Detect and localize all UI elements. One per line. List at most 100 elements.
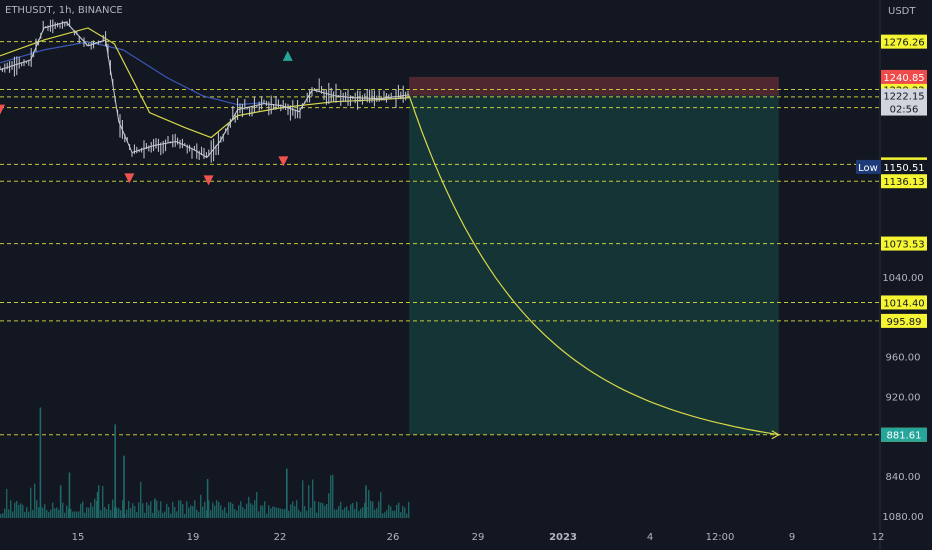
sell-signal-marker: [203, 175, 214, 186]
volume-bar: [186, 501, 188, 518]
volume-bar: [138, 502, 140, 518]
volume-bar: [140, 481, 142, 518]
volume-bar: [290, 504, 292, 518]
level-tag: [881, 295, 927, 310]
volume-bar: [126, 509, 128, 518]
volume-bar: [340, 501, 342, 518]
volume-bar: [206, 510, 208, 518]
volume-bar: [216, 500, 218, 518]
volume-bar: [108, 503, 110, 518]
volume-bar: [156, 500, 158, 518]
volume-bar: [294, 506, 296, 518]
buy-signal-marker: [282, 50, 293, 61]
volume-bar: [128, 500, 130, 518]
low-label: Low: [858, 163, 878, 174]
volume-bar: [334, 509, 336, 518]
volume-bar: [28, 511, 30, 518]
volume-bar: [62, 502, 64, 518]
y-axis-tick-label: 960.00: [886, 353, 921, 364]
volume-bar: [226, 512, 228, 518]
volume-bar: [408, 501, 410, 518]
volume-bar: [342, 509, 344, 518]
volume-bar: [188, 507, 190, 518]
volume-bar: [328, 493, 330, 518]
symbol-label: ETHUSDT, 1h, BINANCE: [5, 5, 123, 16]
x-axis-tick-label: 29: [472, 532, 485, 543]
price-line: [0, 21, 410, 159]
volume-bar: [182, 504, 184, 518]
volume-bar: [218, 501, 220, 518]
volume-bar: [152, 512, 154, 518]
volume-bar: [170, 513, 172, 518]
volume-spike: [123, 455, 125, 518]
volume-bar: [196, 509, 198, 518]
volume-bar: [258, 511, 260, 518]
volume-bar: [288, 510, 290, 518]
volume-spike: [206, 479, 209, 518]
volume-bar: [364, 502, 366, 518]
volume-bar: [270, 508, 272, 518]
volume-bar: [214, 505, 216, 518]
volume-bar: [330, 475, 332, 518]
volume-bar: [16, 501, 18, 518]
volume-bar: [178, 500, 180, 518]
level-tag-label: 1014.40: [883, 298, 924, 309]
level-tag: [881, 34, 927, 49]
volume-bar: [2, 513, 4, 518]
volume-bar: [50, 509, 52, 518]
projection-curve: [408, 95, 779, 436]
volume-spike: [59, 485, 62, 518]
volume-bar: [292, 501, 294, 518]
volume-bar: [96, 501, 98, 518]
ema-slow-line: [0, 41, 265, 106]
volume-bar: [70, 508, 72, 518]
volume-bar: [22, 504, 24, 518]
volume-bar: [306, 510, 308, 518]
volume-bar: [296, 500, 298, 518]
volume-spike: [68, 472, 71, 518]
volume-bar: [86, 507, 88, 518]
volume-bar: [34, 483, 36, 518]
volume-bar: [376, 508, 378, 518]
volume-bar: [246, 503, 248, 518]
current-price-tag: [881, 88, 927, 116]
take-profit-zone: [409, 95, 779, 435]
volume-bar: [208, 500, 210, 518]
volume-bar: [338, 506, 340, 518]
volume-bar: [90, 502, 92, 518]
volume-bar: [320, 502, 322, 518]
volume-bar: [314, 501, 316, 518]
volume-bar: [308, 485, 310, 518]
volume-spike: [365, 485, 367, 518]
low-value-label: 1150.51: [883, 163, 924, 174]
volume-bar: [142, 503, 144, 518]
volume-bar: [14, 502, 16, 518]
volume-bar: [10, 500, 12, 518]
currency-label: USDT: [888, 6, 916, 17]
stop-loss-zone: [409, 76, 779, 96]
volume-bar: [312, 479, 314, 518]
volume-bar: [32, 510, 34, 518]
volume-bar: [74, 511, 76, 518]
volume-bar: [322, 503, 324, 518]
y-axis-tick-label: 1040.00: [882, 273, 923, 284]
volume-bar: [352, 503, 354, 518]
volume-bar: [252, 504, 254, 518]
x-axis-tick-label: 22: [274, 532, 287, 543]
volume-bar: [198, 511, 200, 518]
volume-bar: [118, 508, 120, 518]
volume-bar: [230, 502, 232, 518]
volume-bar: [172, 501, 174, 518]
volume-bar: [240, 501, 242, 518]
volume-bar: [262, 505, 264, 518]
level-tag: [881, 174, 927, 189]
volume-bar: [260, 505, 262, 518]
y-axis-tick-label: 920.00: [886, 392, 921, 403]
volume-spike: [114, 424, 116, 518]
volume-bar: [92, 506, 94, 518]
volume-bar: [384, 512, 386, 518]
volume-spike: [39, 407, 42, 518]
volume-bar: [404, 507, 406, 518]
volume-bar: [84, 512, 86, 518]
